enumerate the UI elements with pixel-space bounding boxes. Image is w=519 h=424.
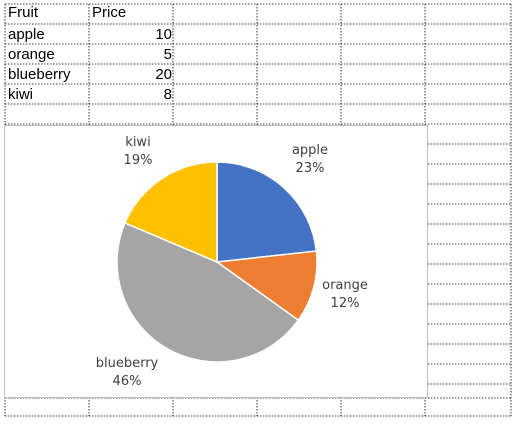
- header-price: Price: [92, 4, 127, 21]
- pie-chart: apple 23% orange 12% blueberry 46% kiwi 19%: [96, 135, 368, 389]
- cell-fruit-apple: apple: [8, 26, 45, 43]
- cell-fruit-blueberry: blueberry: [8, 66, 71, 83]
- pie-slice-blueberry[interactable]: [116, 221, 300, 363]
- cell-price-kiwi: 8: [163, 86, 172, 103]
- cell-price-apple: 10: [155, 26, 172, 43]
- pie-slice-orange[interactable]: [214, 250, 318, 322]
- cell-fruit-orange: orange: [8, 46, 55, 63]
- pie-slice-kiwi[interactable]: [123, 161, 218, 264]
- cell-fruit-kiwi: kiwi: [8, 86, 33, 103]
- pie-label-orange: orange: [322, 278, 368, 293]
- pie-slice-apple[interactable]: [216, 161, 318, 263]
- pie-label-blueberry: blueberry: [96, 356, 159, 371]
- header-fruit: Fruit: [8, 4, 38, 21]
- cell-price-blueberry: 20: [155, 66, 172, 83]
- pie-percent-apple: 23%: [296, 161, 325, 176]
- cell-price-orange: 5: [163, 46, 172, 63]
- pie-label-apple: apple: [292, 143, 328, 158]
- pie-percent-orange: 12%: [331, 296, 360, 311]
- pie-chart-area[interactable]: apple 23% orange 12% blueberry 46% kiwi 19%: [4, 125, 428, 398]
- pie-label-kiwi: kiwi: [125, 135, 150, 150]
- pie-percent-kiwi: 19%: [124, 153, 153, 168]
- pie-percent-blueberry: 46%: [113, 374, 142, 389]
